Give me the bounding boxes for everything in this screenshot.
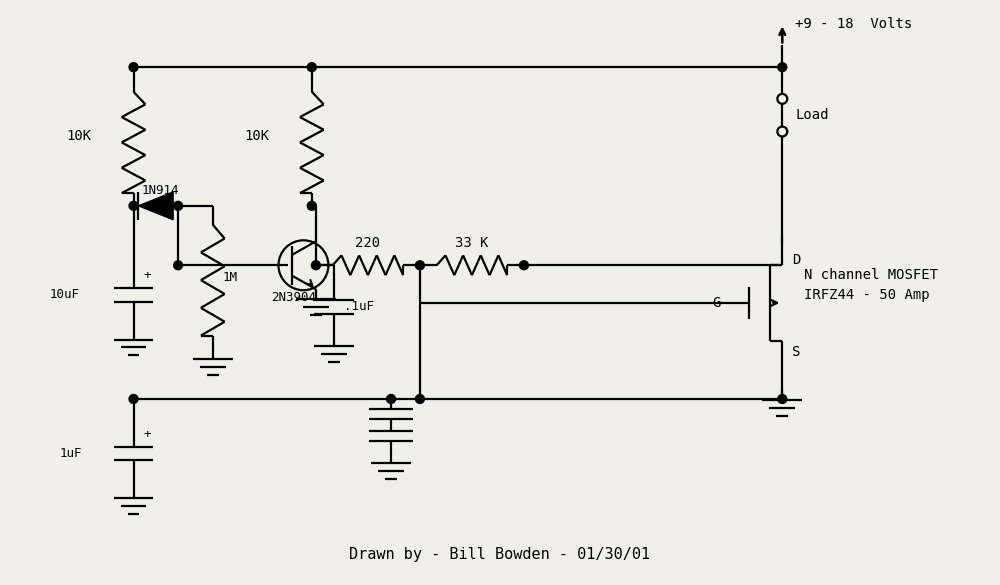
Text: D: D: [792, 253, 801, 267]
Text: 33 K: 33 K: [455, 236, 489, 250]
Text: IRFZ44 - 50 Amp: IRFZ44 - 50 Amp: [804, 288, 930, 302]
Text: +9 - 18  Volts: +9 - 18 Volts: [795, 16, 912, 30]
Text: N channel MOSFET: N channel MOSFET: [804, 268, 938, 282]
Text: +: +: [143, 428, 151, 441]
Text: 10K: 10K: [66, 129, 91, 143]
Circle shape: [415, 394, 424, 404]
Circle shape: [307, 63, 316, 71]
Circle shape: [307, 201, 316, 210]
Circle shape: [519, 261, 528, 270]
Circle shape: [174, 201, 183, 210]
Text: Drawn by - Bill Bowden - 01/30/01: Drawn by - Bill Bowden - 01/30/01: [349, 547, 651, 562]
Circle shape: [129, 63, 138, 71]
Circle shape: [778, 63, 787, 71]
Text: S: S: [792, 345, 801, 359]
Text: 2N3904: 2N3904: [271, 291, 316, 304]
Text: +: +: [143, 269, 151, 282]
Text: 10uF: 10uF: [49, 288, 79, 301]
Text: Load: Load: [795, 108, 829, 122]
Text: 1uF: 1uF: [59, 447, 82, 460]
Circle shape: [311, 261, 320, 270]
Polygon shape: [138, 192, 173, 220]
Circle shape: [129, 201, 138, 210]
Text: 1N914: 1N914: [141, 184, 179, 197]
Text: 220: 220: [355, 236, 380, 250]
Text: .1uF: .1uF: [344, 300, 374, 314]
Circle shape: [387, 394, 396, 404]
Circle shape: [415, 261, 424, 270]
Text: 10K: 10K: [244, 129, 270, 143]
Circle shape: [174, 261, 183, 270]
Text: 1M: 1M: [223, 271, 238, 284]
Circle shape: [778, 394, 787, 404]
Circle shape: [129, 394, 138, 404]
Text: G: G: [712, 296, 721, 310]
